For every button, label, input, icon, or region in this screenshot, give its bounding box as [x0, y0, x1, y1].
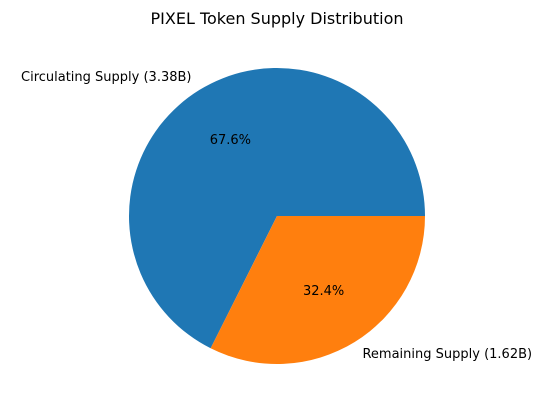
pie-slice-label-1: Remaining Supply (1.62B): [362, 347, 532, 362]
pie-labels: 67.6% Circulating Supply (3.38B) 32.4% Rema…: [21, 70, 532, 362]
pie-slices: [128, 68, 425, 365]
pie-slice-label-0: Circulating Supply (3.38B): [21, 70, 192, 85]
pie-percent-label-0: 67.6%: [210, 133, 251, 148]
pie-slice-0: [128, 68, 425, 349]
pie-slice-1: [210, 216, 425, 365]
pie-percent-label-1: 32.4%: [303, 284, 344, 299]
chart-title: PIXEL Token Supply Distribution: [151, 9, 404, 28]
